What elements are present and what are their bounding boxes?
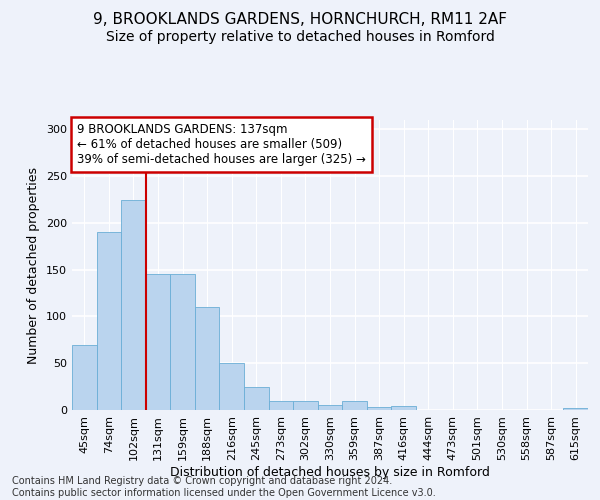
Bar — [170, 274, 195, 410]
Bar — [220, 363, 244, 410]
Bar — [97, 232, 121, 410]
Bar — [121, 200, 146, 410]
Text: Size of property relative to detached houses in Romford: Size of property relative to detached ho… — [106, 30, 494, 44]
Text: Contains HM Land Registry data © Crown copyright and database right 2024.
Contai: Contains HM Land Registry data © Crown c… — [12, 476, 436, 498]
Bar — [146, 274, 170, 410]
Bar — [72, 344, 97, 410]
Text: 9 BROOKLANDS GARDENS: 137sqm
← 61% of detached houses are smaller (509)
39% of s: 9 BROOKLANDS GARDENS: 137sqm ← 61% of de… — [77, 123, 366, 166]
Text: 9, BROOKLANDS GARDENS, HORNCHURCH, RM11 2AF: 9, BROOKLANDS GARDENS, HORNCHURCH, RM11 … — [93, 12, 507, 28]
Bar — [318, 406, 342, 410]
Bar — [195, 307, 220, 410]
Bar — [269, 400, 293, 410]
Bar — [293, 400, 318, 410]
Bar — [391, 406, 416, 410]
Bar — [244, 386, 269, 410]
Bar — [367, 407, 391, 410]
X-axis label: Distribution of detached houses by size in Romford: Distribution of detached houses by size … — [170, 466, 490, 478]
Y-axis label: Number of detached properties: Number of detached properties — [28, 166, 40, 364]
Bar — [342, 400, 367, 410]
Bar — [563, 408, 588, 410]
